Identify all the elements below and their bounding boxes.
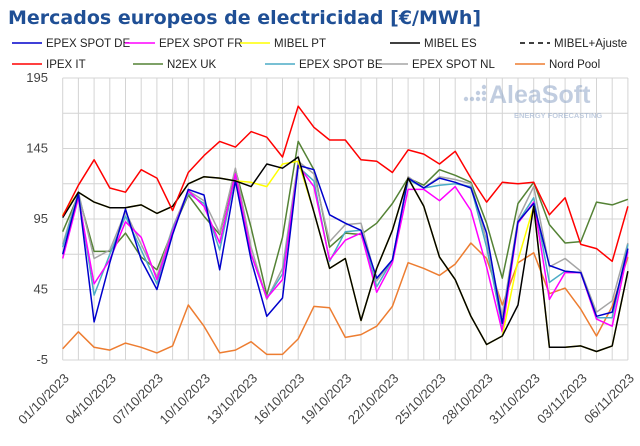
logo-tagline: ENERGY FORECASTING — [514, 111, 602, 120]
x-tick-label: 31/10/2023 — [486, 371, 543, 428]
legend-label: EPEX SPOT FR — [159, 38, 243, 50]
series-line-epex-spot-de — [61, 164, 629, 325]
series-line-ipex-it — [62, 105, 629, 263]
legend-item: EPEX SPOT BE — [265, 59, 383, 71]
x-axis-ticks: 01/10/202304/10/202307/10/202310/10/2023… — [15, 371, 637, 428]
legend-item: EPEX SPOT DE — [12, 38, 130, 50]
x-tick-label: 06/11/2023 — [581, 371, 637, 427]
legend-item: MIBEL PT — [240, 38, 326, 50]
legend-label: EPEX SPOT DE — [46, 38, 130, 50]
y-tick-label: 195 — [26, 70, 48, 85]
legend-label: MIBEL ES — [424, 38, 477, 50]
chart-title: Mercados europeos de electricidad [€/MWh… — [8, 7, 481, 29]
series-line-mibel-es — [62, 156, 629, 353]
legend-item: EPEX SPOT FR — [125, 38, 243, 50]
aleasoft-logo: AleaSoft ENERGY FORECASTING — [463, 81, 602, 120]
legend-label: Nord Pool — [549, 59, 600, 71]
legend-label: IPEX IT — [46, 59, 86, 71]
legend-item: Nord Pool — [515, 59, 600, 71]
legend-item: IPEX IT — [12, 59, 86, 71]
legend-label: MIBEL PT — [274, 38, 326, 50]
legend-item: MIBEL+Ajuste — [520, 38, 627, 50]
series-line-nord-pool — [62, 242, 629, 356]
legend-item: EPEX SPOT NL — [378, 59, 495, 71]
y-tick-label: 45 — [34, 282, 48, 297]
legend-label: EPEX SPOT BE — [299, 59, 383, 71]
series-line-epex-spot-be — [61, 166, 629, 327]
y-axis-ticks: -5 45 95 145 195 — [26, 70, 48, 367]
legend-label: MIBEL+Ajuste — [554, 38, 627, 50]
grid — [62, 77, 629, 361]
y-tick-label: 145 — [26, 141, 48, 156]
y-tick-label: -5 — [36, 352, 48, 367]
legend-label: N2EX UK — [167, 59, 217, 71]
series-lines — [61, 105, 629, 356]
legend: EPEX SPOT DE EPEX SPOT FR MIBEL PT MIBEL ES… — [12, 38, 627, 71]
y-tick-label: 95 — [34, 211, 48, 226]
legend-item: MIBEL ES — [390, 38, 477, 50]
logo-brand: AleaSoft — [489, 81, 591, 109]
logo-dots-icon — [463, 84, 487, 102]
x-tick-label: 03/11/2023 — [534, 371, 590, 427]
legend-label: EPEX SPOT NL — [412, 59, 495, 71]
series-line-epex-spot-fr — [61, 164, 629, 333]
series-line-epex-spot-nl — [61, 160, 629, 318]
legend-item: N2EX UK — [133, 59, 217, 71]
